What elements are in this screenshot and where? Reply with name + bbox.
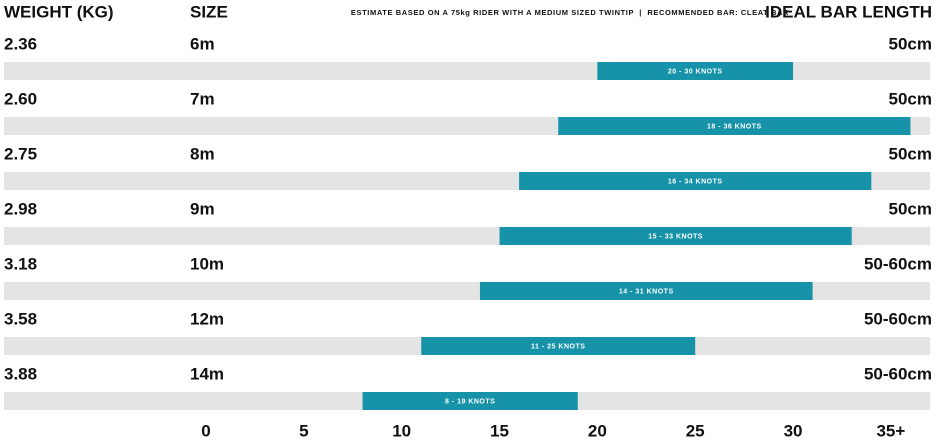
x-tick-label: 15 xyxy=(490,421,509,440)
weight: 3.88 xyxy=(4,364,37,383)
bar-length: 50-60cm xyxy=(864,309,932,328)
x-tick-label: 20 xyxy=(588,421,607,440)
note: ESTIMATE BASED ON A 75kg RIDER WITH A ME… xyxy=(351,8,789,17)
size-header: SIZE xyxy=(190,2,228,21)
bar-length: 50cm xyxy=(889,144,932,163)
weight: 2.98 xyxy=(4,199,37,218)
size: 10m xyxy=(190,254,224,273)
x-tick-label: 30 xyxy=(784,421,803,440)
wind-range-bar xyxy=(499,227,852,245)
range-label: 18 - 36 KNOTS xyxy=(707,123,762,130)
size: 6m xyxy=(190,34,215,53)
weight: 2.60 xyxy=(4,89,37,108)
weight: 2.36 xyxy=(4,34,37,53)
wind-range-bar xyxy=(558,117,911,135)
x-tick-label: 10 xyxy=(392,421,411,440)
range-label: 8 - 19 KNOTS xyxy=(445,398,495,405)
weight: 3.18 xyxy=(4,254,37,273)
size: 9m xyxy=(190,199,215,218)
bar-length: 50cm xyxy=(889,89,932,108)
size: 8m xyxy=(190,144,215,163)
x-tick-label: 5 xyxy=(299,421,308,440)
weight-header: WEIGHT (KG) xyxy=(4,2,114,21)
bar-header: IDEAL BAR LENGTH xyxy=(765,2,932,21)
wind-range-bar xyxy=(519,172,872,190)
bar-length: 50cm xyxy=(889,199,932,218)
range-label: 15 - 33 KNOTS xyxy=(648,233,703,240)
x-tick-label: 35+ xyxy=(876,421,905,440)
size: 14m xyxy=(190,364,224,383)
wind-range-bar xyxy=(479,282,813,300)
range-label: 14 - 31 KNOTS xyxy=(619,288,674,295)
range-label: 11 - 25 KNOTS xyxy=(531,343,585,350)
size: 7m xyxy=(190,89,215,108)
range-label: 20 - 30 KNOTS xyxy=(668,68,723,75)
wind-range-bar xyxy=(362,392,578,410)
size: 12m xyxy=(190,309,224,328)
bar-length: 50cm xyxy=(889,34,932,53)
wind-range-bar xyxy=(421,337,696,355)
weight: 3.58 xyxy=(4,309,37,328)
x-tick-label: 0 xyxy=(201,421,210,440)
x-tick-label: 25 xyxy=(686,421,705,440)
bar-length: 50-60cm xyxy=(864,254,932,273)
weight: 2.75 xyxy=(4,144,37,163)
wind-range-bar xyxy=(597,62,794,80)
bar-length: 50-60cm xyxy=(864,364,932,383)
range-label: 16 - 34 KNOTS xyxy=(668,178,723,185)
